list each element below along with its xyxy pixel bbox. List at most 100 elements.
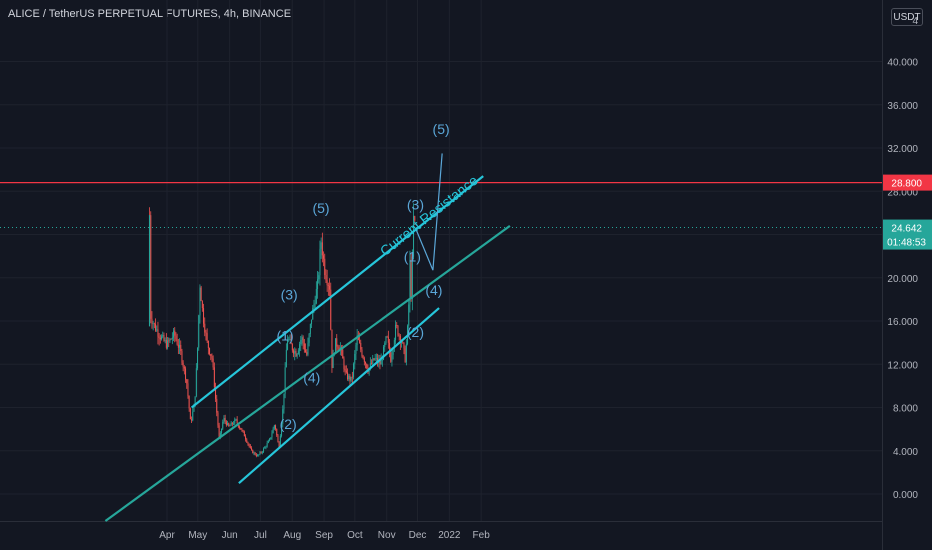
resistance-price-text: 28.800 — [891, 179, 922, 190]
candle-body — [300, 339, 302, 345]
candle-body — [308, 333, 310, 343]
candle-body — [323, 255, 325, 259]
candle-body — [291, 344, 293, 351]
candle-body — [318, 275, 320, 280]
candle-body — [177, 344, 179, 348]
time-axis-label: Jul — [254, 530, 267, 541]
candle-body — [307, 342, 309, 355]
candle-body — [309, 324, 311, 334]
candle-body — [380, 359, 382, 365]
candle-body — [284, 367, 286, 394]
candle-body — [398, 335, 400, 337]
candle-body — [295, 351, 297, 357]
candle-body — [261, 451, 263, 453]
candle-body — [343, 358, 345, 369]
candle-body — [411, 256, 413, 300]
candle-body — [155, 323, 157, 331]
candle-body — [397, 325, 399, 336]
candle-body — [270, 437, 272, 439]
candle-body — [342, 349, 344, 359]
candle-body — [162, 335, 164, 337]
wave-label: (4) — [303, 370, 320, 386]
currency-button[interactable]: USDT — [891, 8, 923, 26]
price-axis-label: 28.000 — [887, 187, 918, 198]
candle-body — [337, 346, 339, 349]
price-axis-label: 40.000 — [887, 58, 918, 69]
candle-body — [319, 248, 321, 276]
candle-body — [209, 347, 211, 355]
price-axis-label: 16.000 — [887, 317, 918, 328]
time-axis-label: Oct — [347, 530, 363, 541]
price-axis-label: 4.000 — [893, 447, 918, 458]
candle-body — [218, 425, 220, 437]
candle-body — [408, 304, 410, 326]
candle-body — [230, 422, 232, 426]
candle-body — [379, 360, 381, 365]
candle-body — [176, 339, 178, 345]
last-price-tag — [883, 219, 932, 250]
candle-body — [279, 435, 281, 448]
candle-body — [287, 339, 289, 350]
candle-body — [194, 396, 196, 405]
candle-body — [306, 352, 308, 355]
candle-body — [329, 285, 331, 290]
candle-body — [413, 216, 415, 257]
candle-body — [260, 452, 262, 454]
price-axis-label: 32.000 — [887, 144, 918, 155]
candle-body — [373, 358, 375, 360]
candle-body — [273, 425, 275, 429]
candle-body — [213, 367, 215, 388]
candle-body — [175, 335, 177, 340]
candle-body — [203, 308, 205, 324]
candle-body — [372, 358, 374, 364]
candle-body — [414, 216, 416, 221]
candle-body — [305, 349, 307, 353]
candle-body — [234, 419, 236, 424]
candle-body — [353, 363, 355, 378]
price-axis-label: 8.000 — [893, 404, 918, 415]
candle-body — [253, 452, 255, 454]
candle-body — [171, 337, 173, 340]
candle-body — [192, 411, 194, 421]
candle-body — [163, 335, 165, 341]
candle-body — [297, 350, 299, 355]
candle-body — [361, 349, 363, 357]
candle-body — [215, 387, 217, 399]
candle-body — [219, 433, 221, 437]
candle-body — [248, 443, 250, 447]
price-axis-label: 36.000 — [887, 101, 918, 112]
candle-body — [399, 335, 401, 343]
time-axis-label: 2022 — [438, 530, 461, 541]
candle-body — [245, 436, 247, 440]
candle-body — [396, 324, 398, 326]
candle-body — [269, 438, 271, 441]
candle-body — [223, 417, 225, 422]
resistance-price-tag — [883, 174, 932, 191]
candle-body — [206, 333, 208, 341]
candle-body — [410, 259, 412, 300]
candle-body — [188, 395, 190, 409]
candle-body — [161, 336, 163, 340]
candle-body — [199, 287, 201, 316]
candle-body — [290, 339, 292, 345]
candle-body — [168, 340, 170, 342]
candle-body — [204, 323, 206, 333]
candle-body — [385, 336, 387, 344]
candle-body — [252, 449, 254, 454]
candle-body — [247, 442, 249, 444]
candle-body — [242, 430, 244, 432]
candle-body — [197, 347, 199, 369]
candle-body — [193, 404, 195, 412]
candle-body — [254, 452, 256, 455]
candle-body — [266, 442, 268, 447]
candle-body — [362, 356, 364, 359]
candle-body — [236, 419, 238, 424]
candle-body — [365, 362, 367, 364]
candle-body — [224, 417, 226, 422]
candle-body — [200, 287, 202, 302]
candle-body — [221, 428, 223, 434]
candle-body — [288, 339, 290, 341]
candle-body — [386, 336, 388, 338]
candle-body — [186, 379, 188, 384]
